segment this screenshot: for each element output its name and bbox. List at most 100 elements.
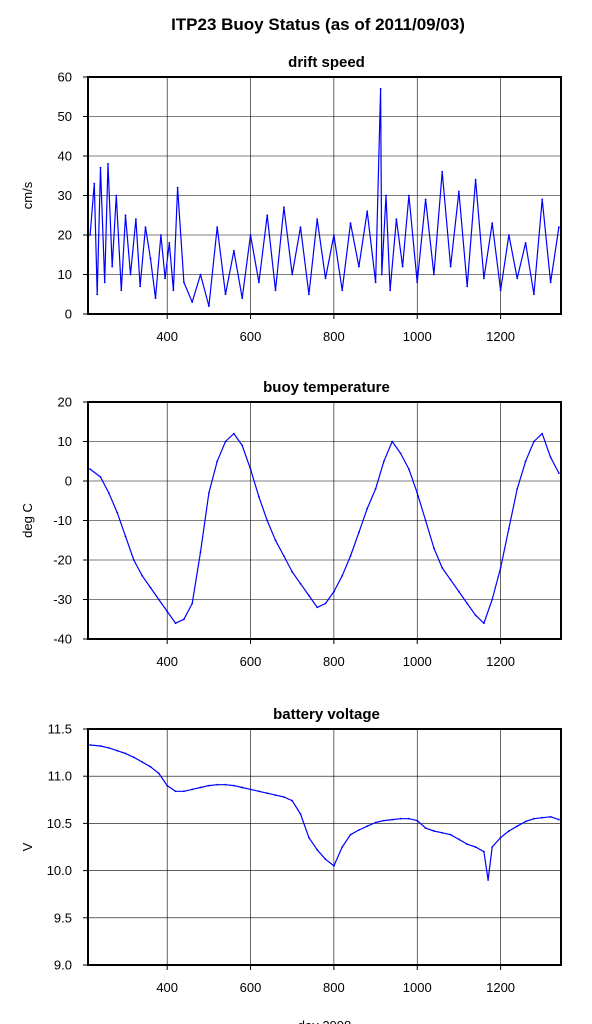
y-tick-label: 0 — [65, 474, 72, 489]
data-point — [349, 222, 352, 225]
y-tick-label: 11.0 — [48, 769, 72, 784]
x-tick-label: 400 — [156, 654, 178, 669]
data-point — [389, 289, 391, 292]
plot-frame — [87, 728, 562, 966]
data-point — [283, 555, 285, 557]
data-point — [358, 829, 360, 831]
data-point — [199, 551, 202, 553]
data-point — [111, 265, 114, 268]
data-point — [466, 843, 469, 846]
data-point — [533, 440, 535, 443]
data-point — [316, 218, 319, 221]
data-point — [399, 817, 402, 820]
data-point — [258, 495, 260, 498]
x-axis-label: day 2008 — [298, 1018, 352, 1024]
data-point — [449, 265, 452, 268]
data-point — [274, 289, 277, 292]
data-point — [166, 610, 169, 613]
data-point — [441, 170, 444, 173]
data-point — [558, 226, 560, 229]
y-axis-label: cm/s — [20, 181, 35, 209]
x-tick-label: 600 — [240, 980, 262, 995]
data-point — [341, 846, 344, 848]
data-point — [224, 293, 227, 296]
data-point — [291, 799, 294, 802]
data-point — [408, 194, 410, 197]
data-point — [508, 234, 510, 236]
data-point — [216, 226, 219, 229]
data-point — [129, 273, 132, 276]
y-tick-label: -10 — [53, 513, 72, 528]
data-point — [449, 833, 452, 836]
data-point — [458, 190, 460, 193]
data-point — [499, 289, 502, 292]
data-point — [199, 786, 202, 789]
data-point — [408, 468, 410, 470]
y-tick-label: -40 — [53, 632, 72, 647]
data-point — [241, 786, 244, 789]
data-point — [449, 578, 452, 581]
data-point — [208, 784, 210, 787]
y-tick-label: 10 — [58, 434, 72, 449]
data-point — [176, 186, 179, 189]
data-point — [183, 618, 185, 621]
data-point — [549, 281, 552, 284]
data-point — [164, 277, 167, 280]
data-point — [191, 301, 194, 303]
data-point — [283, 206, 285, 209]
data-point — [524, 242, 527, 244]
data-point — [491, 598, 494, 601]
data-point — [174, 622, 177, 625]
data-point — [249, 788, 252, 791]
x-tick-label: 800 — [323, 329, 345, 344]
data-point — [258, 790, 260, 793]
data-point — [149, 586, 152, 589]
data-point — [424, 198, 427, 201]
chart-title: buoy temperature — [263, 379, 390, 396]
data-point — [96, 293, 99, 296]
data-point — [483, 622, 485, 625]
y-tick-label: 10.5 — [47, 816, 72, 831]
data-point — [341, 289, 344, 292]
data-point — [299, 226, 302, 229]
data-point — [499, 567, 502, 569]
data-point — [191, 602, 194, 605]
data-point — [233, 249, 235, 252]
y-tick-label: 40 — [58, 149, 72, 164]
x-tick-label: 800 — [323, 654, 345, 669]
data-point — [141, 761, 144, 763]
data-point — [458, 838, 460, 841]
data-point — [524, 460, 527, 463]
data-point — [491, 222, 494, 225]
data-point — [333, 865, 335, 867]
data-point — [380, 273, 383, 276]
data-point — [416, 819, 419, 822]
data-point — [208, 305, 210, 307]
data-point — [144, 226, 147, 229]
x-tick-label: 1200 — [486, 654, 515, 669]
data-point — [408, 817, 410, 820]
x-tick-label: 800 — [323, 980, 345, 995]
data-point — [549, 456, 552, 459]
data-point — [266, 519, 269, 522]
data-point — [89, 468, 91, 470]
data-point — [416, 281, 419, 284]
data-point — [157, 772, 160, 775]
data-point — [241, 444, 244, 447]
data-point — [266, 214, 269, 217]
data-point — [115, 194, 118, 197]
data-point — [99, 166, 102, 169]
data-point — [208, 492, 210, 494]
data-point — [441, 831, 444, 834]
data-point — [541, 816, 544, 819]
data-point — [172, 289, 175, 292]
data-point — [333, 590, 335, 593]
data-point — [399, 452, 402, 455]
data-point — [199, 273, 202, 276]
data-point — [99, 476, 102, 478]
data-point — [416, 492, 419, 494]
data-point — [466, 602, 469, 605]
y-tick-label: -30 — [53, 592, 72, 607]
series-line — [89, 433, 560, 624]
x-tick-label: 400 — [156, 980, 178, 995]
